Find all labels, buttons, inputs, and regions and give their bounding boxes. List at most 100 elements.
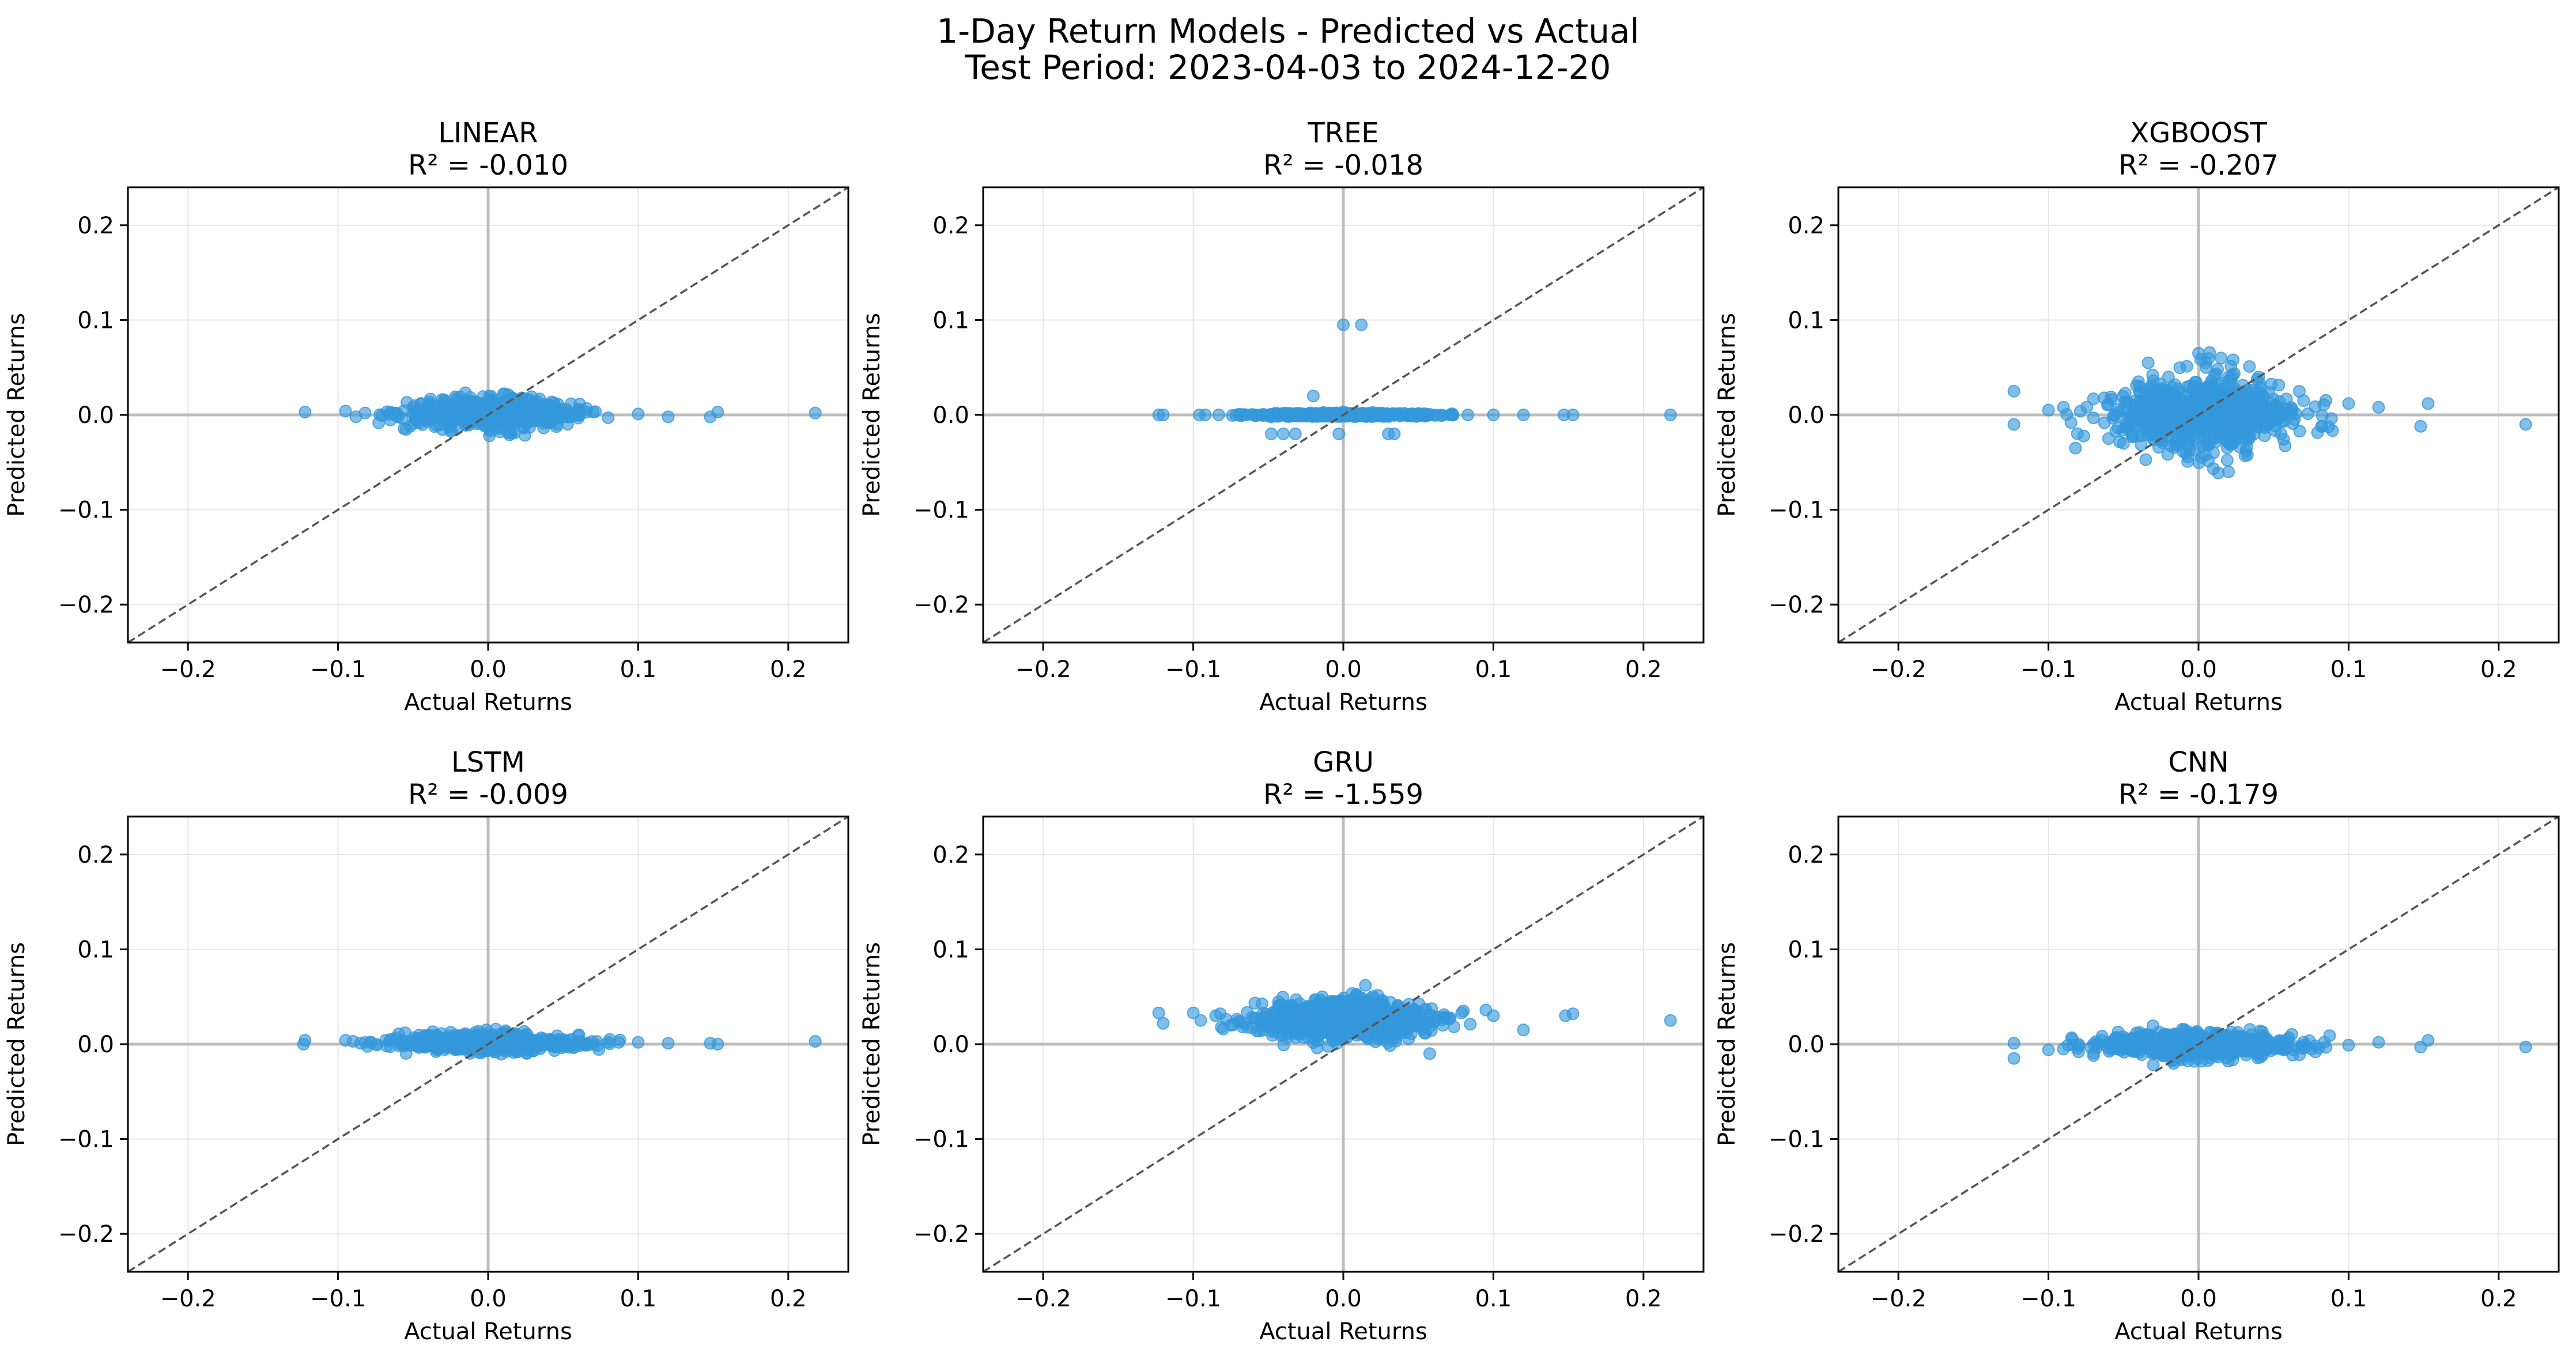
data-point [2312,1041,2325,1055]
data-point [297,1038,310,1051]
data-point [466,398,479,411]
data-point [2042,403,2055,417]
data-point [2126,428,2139,441]
data-point [1306,390,1320,403]
data-point [2414,420,2427,433]
data-point [2192,347,2205,360]
data-point [2141,428,2154,441]
data-point [632,407,645,421]
data-point [2255,410,2268,423]
data-point [1327,1013,1340,1026]
data-point [1152,1006,1165,1019]
y-tick-label: −0.1 [913,497,969,524]
x-tick-label: −0.2 [1015,656,1071,683]
data-point [406,400,420,414]
y-tick-label: 0.1 [1788,307,1825,334]
data-point [2087,392,2100,405]
data-point [2274,1036,2287,1049]
data-point [1248,996,1261,1010]
subplot-title: LSTM [451,746,525,779]
y-tick-label: 0.1 [932,936,969,963]
data-point [2211,362,2224,376]
data-point [1419,1003,1432,1016]
data-point [1212,409,1225,421]
data-point [2220,435,2233,448]
data-point [2275,427,2288,440]
scatter-points [1152,978,1677,1060]
diagonal-reference-line [128,187,848,643]
data-point [1360,410,1373,423]
data-point [2203,423,2216,436]
data-point [527,403,540,416]
data-point [2241,448,2254,462]
data-point [1343,1000,1356,1013]
data-point [1566,409,1580,421]
x-tick-label: 0.2 [1625,1286,1662,1312]
data-point [520,1046,534,1060]
figure-title-line-2: Test Period: 2023-04-03 to 2024-12-20 [965,48,1611,87]
data-point [1199,409,1212,421]
y-tick-label: 0.0 [932,1031,969,1058]
y-tick-label: −0.2 [913,1221,969,1248]
data-point [1327,1002,1340,1015]
data-point [1355,318,1368,331]
data-point [384,406,397,419]
data-point [557,410,570,424]
subplot-r2: R² = -0.207 [2118,149,2279,182]
x-tick-label: 0.2 [2480,1286,2517,1312]
data-point [394,1037,407,1051]
subplot-r2: R² = -0.009 [408,779,568,811]
y-tick-label: −0.2 [58,592,114,618]
data-point [2287,417,2299,430]
data-point [587,406,600,419]
data-point [2222,465,2235,478]
data-point [711,1038,724,1051]
y-tick-label: 0.1 [932,307,969,334]
y-tick-label: 0.2 [1788,213,1825,239]
y-axis-label: Predicted Returns [1714,313,1740,517]
data-point [2144,403,2157,416]
data-point [2168,393,2181,406]
data-point [2216,1033,2230,1046]
data-point [2113,1036,2126,1049]
data-point [2231,405,2245,418]
data-point [2102,432,2115,445]
x-tick-label: −0.1 [310,656,366,683]
data-point [1423,1047,1436,1060]
data-point [2372,1036,2385,1049]
y-tick-label: −0.1 [58,497,114,524]
data-point [1289,427,1302,440]
data-point [2223,421,2236,434]
data-point [2177,404,2190,417]
data-point [2207,462,2220,475]
data-point [1288,1013,1301,1026]
data-point [512,1034,525,1047]
diagonal-reference-line [983,187,1704,643]
y-tick-label: −0.1 [913,1127,969,1153]
data-point [503,428,516,441]
data-point [1276,427,1290,440]
x-tick-label: 0.1 [1475,1286,1512,1312]
y-tick-label: 0.0 [77,402,114,429]
subplot-title: LINEAR [438,117,538,149]
data-point [2226,353,2239,366]
data-point [421,1032,435,1045]
data-point [2286,403,2299,416]
x-tick-label: −0.2 [1871,1286,1927,1312]
data-point [339,405,352,418]
y-tick-label: −0.2 [913,592,969,618]
data-point [2057,400,2070,414]
diagonal-reference-line [983,817,1704,1272]
data-point [2165,440,2178,452]
data-point [1157,1017,1170,1030]
data-point [2342,397,2355,410]
x-tick-label: −0.1 [1165,656,1221,683]
data-point [299,406,312,419]
x-tick-label: −0.1 [2020,656,2076,683]
data-point [1461,409,1475,421]
x-tick-label: 0.0 [470,1286,507,1312]
data-point [2297,394,2310,407]
y-tick-label: 0.2 [932,213,969,239]
data-point [2207,446,2220,459]
